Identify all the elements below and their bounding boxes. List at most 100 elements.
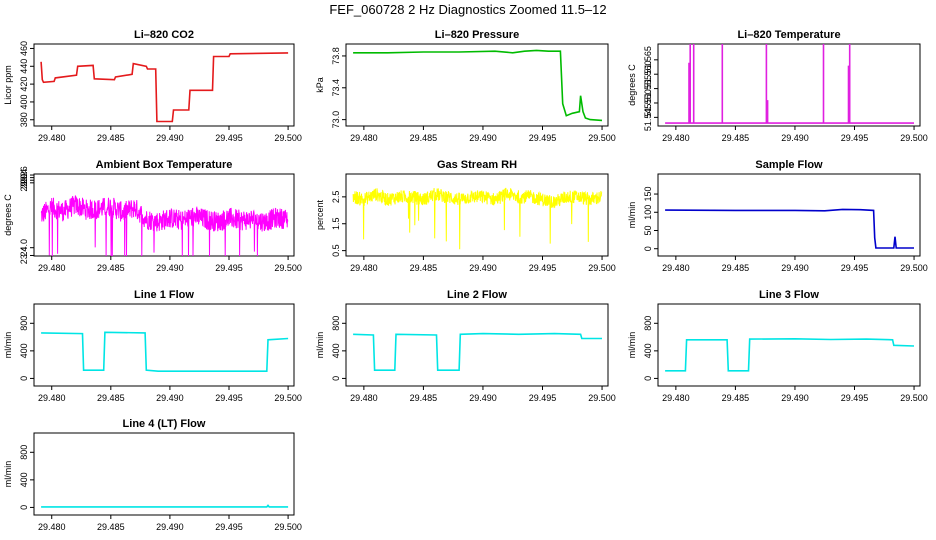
x-tick-label: 29.495 [841,133,869,143]
x-tick-label: 29.490 [156,263,184,273]
x-tick-label: 29.490 [156,522,184,532]
y-axis-label: Licor ppm [3,65,13,105]
y-tick-label: 73.8 [331,47,341,65]
panel-title: Gas Stream RH [437,159,517,171]
y-tick-label: 460 [19,41,29,56]
panel-title: Li–820 CO2 [134,29,194,41]
series-line [353,49,603,122]
y-tick-label: 51.545 [643,104,653,132]
series-line [665,208,914,249]
x-tick-label: 29.480 [38,133,66,143]
y-axis-label: ml/min [3,332,13,359]
y-tick-label: 0 [643,376,653,381]
x-tick-label: 29.500 [588,393,616,403]
x-tick-label: 29.480 [662,393,690,403]
y-tick-label: 440 [19,59,29,74]
x-tick-label: 29.480 [350,393,378,403]
x-tick-label: 29.495 [841,263,869,273]
y-tick-label: 0 [19,376,29,381]
y-tick-label: 800 [331,316,341,331]
y-tick-label: 51.555 [643,75,653,103]
series-line [352,187,603,250]
figure-title: FEF_060728 2 Hz Diagnostics Zoomed 11.5–… [329,2,607,17]
panel-title: Sample Flow [755,159,823,171]
x-tick-label: 29.495 [215,522,243,532]
y-tick-label: 100 [643,205,653,220]
y-axis-label: ml/min [3,461,13,488]
series-line [40,52,289,123]
y-tick-label: 0 [643,246,653,251]
panel-8: Line 2 Flow 29.480 29.485 29.490 29.495 29.50… [315,289,616,403]
x-tick-label: 29.490 [469,133,497,143]
panel-4: Ambient Box Temperature 29.480 29.485 29.49… [3,159,302,273]
panel-title: Line 2 Flow [447,289,507,301]
y-tick-label: 2.5 [331,191,341,204]
y-tick-label: 0 [19,505,29,510]
x-tick-label: 29.485 [97,393,125,403]
panel-title: Li–820 Temperature [737,29,840,41]
x-tick-label: 29.500 [274,133,302,143]
x-tick-label: 29.480 [662,133,690,143]
y-tick-label: 1.5 [331,217,341,230]
plot-frame [345,43,609,127]
x-tick-label: 29.485 [97,133,125,143]
x-tick-label: 29.500 [274,522,302,532]
x-tick-label: 29.485 [97,263,125,273]
y-tick-label: 800 [19,316,29,331]
y-tick-label: 29.4 [19,169,29,187]
y-tick-label: 800 [19,445,29,460]
plot-frame [345,303,609,387]
x-tick-label: 29.500 [900,133,928,143]
x-tick-label: 29.480 [38,263,66,273]
panel-title: Line 4 (LT) Flow [123,418,206,430]
x-tick-label: 29.480 [350,133,378,143]
y-tick-label: 73.0 [331,111,341,129]
panel-title: Ambient Box Temperature [96,159,233,171]
y-tick-label: 400 [19,343,29,358]
plot-frame [33,173,295,257]
plot-frame [657,173,921,257]
y-axis-label: ml/min [627,202,637,229]
x-tick-label: 29.480 [38,522,66,532]
plot-frame [33,303,295,387]
y-axis-label: degrees C [627,64,637,106]
x-tick-label: 29.495 [215,393,243,403]
x-tick-label: 29.480 [662,263,690,273]
panel-9: Line 3 Flow 29.480 29.485 29.490 29.495 29.50… [627,289,928,403]
x-tick-label: 29.490 [469,393,497,403]
x-tick-label: 29.500 [900,263,928,273]
panel-3: Li–820 Temperature 29.480 29.485 29.490 29.4… [627,29,928,143]
y-axis-label: percent [315,199,325,230]
x-tick-label: 29.495 [841,393,869,403]
x-tick-label: 29.500 [588,263,616,273]
x-tick-label: 29.500 [274,393,302,403]
y-tick-label: 29.0 [19,174,29,192]
plot-frame [33,432,295,516]
y-tick-label: 400 [643,343,653,358]
y-tick-label: 0.5 [331,244,341,257]
panel-2: Li–820 Pressure 29.480 29.485 29.490 29.495 2… [315,29,616,143]
plot-frame [33,43,295,127]
y-axis-label: degrees C [3,194,13,236]
x-tick-label: 29.495 [529,393,557,403]
y-tick-label: 380 [19,112,29,127]
x-tick-label: 29.500 [900,393,928,403]
panel-1: Li–820 CO2 29.480 29.485 29.490 29.495 29.500… [3,29,302,143]
series-line [665,337,915,372]
y-tick-label: 24.0 [19,239,29,257]
panel-title: Line 3 Flow [759,289,819,301]
plot-frame [657,303,921,387]
y-tick-label: 150 [643,187,653,202]
x-tick-label: 29.490 [781,263,809,273]
series-line [40,195,289,257]
y-axis-label: ml/min [627,332,637,359]
y-tick-label: 29.6 [19,166,29,184]
x-tick-label: 29.485 [410,263,438,273]
y-tick-label: 0 [331,376,341,381]
y-tick-label: 400 [331,343,341,358]
y-tick-label: 420 [19,77,29,92]
plot-frame [657,43,921,127]
y-tick-label: 51.565 [643,46,653,74]
y-axis-label: ml/min [315,332,325,359]
